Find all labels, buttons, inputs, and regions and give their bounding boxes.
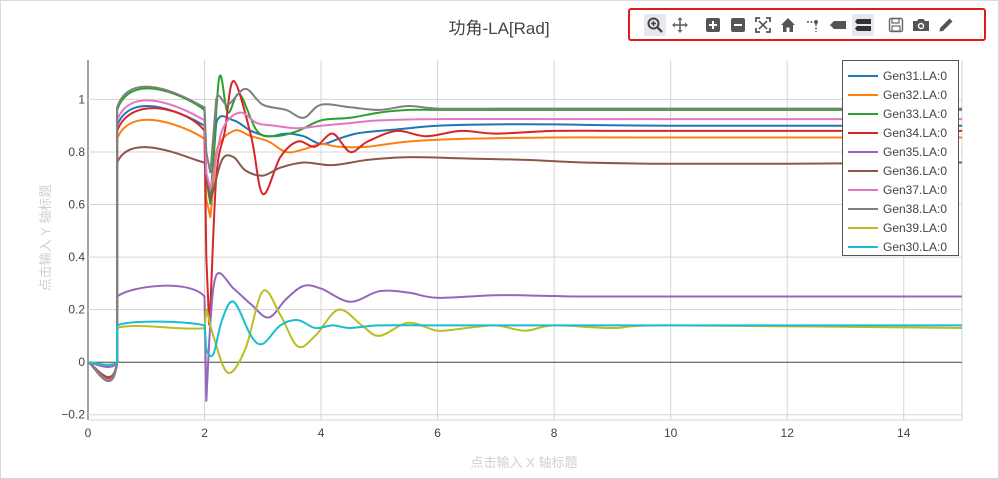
pan-button[interactable] xyxy=(669,14,691,36)
legend-item[interactable]: Gen39.LA:0 xyxy=(843,218,958,237)
hover-compare-button[interactable] xyxy=(852,13,874,36)
chart-title[interactable]: 功角-LA[Rad] xyxy=(448,19,549,38)
pan-icon xyxy=(672,16,688,33)
modebar xyxy=(628,8,986,41)
y-tick-label: 0 xyxy=(78,355,85,369)
legend-swatch xyxy=(848,93,878,96)
y-tick-label: −0.2 xyxy=(61,408,85,422)
x-axis-title[interactable]: 点击输入 X 轴标题 xyxy=(471,455,578,470)
zoom-button[interactable] xyxy=(644,13,666,36)
legend-swatch xyxy=(848,150,878,153)
spike-lines-button[interactable] xyxy=(802,14,824,36)
legend-swatch xyxy=(848,131,878,134)
series-line-gen36-la-0[interactable] xyxy=(87,146,963,378)
legend-label: Gen38.LA:0 xyxy=(883,201,948,216)
series-line-gen38-la-0[interactable] xyxy=(87,85,962,382)
zoom-in-button[interactable] xyxy=(702,14,724,36)
legend: Gen31.LA:0 Gen32.LA:0 Gen33.LA:0 Gen34.LA:0… xyxy=(842,60,959,256)
x-tick-label: 14 xyxy=(897,426,911,440)
x-tick-label: 0 xyxy=(85,426,92,440)
reset-axes-button[interactable] xyxy=(777,14,799,36)
legend-label: Gen31.LA:0 xyxy=(883,68,948,83)
legend-swatch xyxy=(848,74,878,77)
x-tick-label: 4 xyxy=(318,426,325,440)
x-tick-label: 8 xyxy=(551,426,558,440)
legend-item[interactable]: Gen38.LA:0 xyxy=(843,199,958,218)
spike-lines-icon xyxy=(807,19,818,32)
legend-swatch xyxy=(848,169,878,172)
legend-swatch xyxy=(848,112,878,115)
x-tick-label: 6 xyxy=(434,426,441,440)
legend-swatch xyxy=(848,207,878,210)
legend-label: Gen34.LA:0 xyxy=(883,125,948,140)
legend-label: Gen30.LA:0 xyxy=(883,239,948,254)
y-tick-label: 1 xyxy=(78,92,85,106)
zoom-icon xyxy=(647,17,663,33)
series-line-gen34-la-0[interactable] xyxy=(87,79,962,381)
save-button[interactable] xyxy=(885,14,907,36)
legend-item[interactable]: Gen32.LA:0 xyxy=(843,85,958,104)
y-axis-title[interactable]: 点击输入 Y 轴标题 xyxy=(38,185,53,292)
camera-icon xyxy=(913,18,929,31)
legend-label: Gen32.LA:0 xyxy=(883,87,948,102)
series-line-gen30-la-0[interactable] xyxy=(87,300,962,366)
legend-label: Gen36.LA:0 xyxy=(883,163,948,178)
tick-labels: 0 2 4 6 8 10 12 14−0.200.20.40.60.81 xyxy=(61,92,910,440)
legend-item[interactable]: Gen31.LA:0 xyxy=(843,66,958,85)
autoscale-icon xyxy=(755,16,771,33)
zoom-out-button[interactable] xyxy=(727,14,749,36)
legend-label: Gen33.LA:0 xyxy=(883,106,948,121)
legend-item[interactable]: Gen35.LA:0 xyxy=(843,142,958,161)
x-tick-label: 12 xyxy=(781,426,795,440)
edit-chart-button[interactable] xyxy=(935,14,957,36)
zoom-in-icon xyxy=(706,17,720,32)
legend-label: Gen35.LA:0 xyxy=(883,144,948,159)
series-lines xyxy=(87,74,963,402)
legend-swatch xyxy=(848,188,878,191)
x-tick-label: 10 xyxy=(664,426,678,440)
legend-label: Gen37.LA:0 xyxy=(883,182,948,197)
y-tick-label: 0.2 xyxy=(68,303,85,317)
legend-item[interactable]: Gen37.LA:0 xyxy=(843,180,958,199)
series-line-gen35-la-0[interactable] xyxy=(87,272,963,402)
hover-closest-icon xyxy=(830,20,846,29)
legend-swatch xyxy=(848,226,878,229)
grid-lines xyxy=(87,60,963,421)
series-line-gen37-la-0[interactable] xyxy=(87,99,962,381)
save-icon xyxy=(888,17,904,32)
y-tick-label: 0.4 xyxy=(68,250,85,264)
legend-item[interactable]: Gen36.LA:0 xyxy=(843,161,958,180)
y-tick-label: 0.8 xyxy=(68,145,85,159)
legend-item[interactable]: Gen34.LA:0 xyxy=(843,123,958,142)
hover-closest-button[interactable] xyxy=(827,14,849,36)
zoom-out-icon xyxy=(731,17,745,32)
series-line-gen31-la-0[interactable] xyxy=(87,105,963,381)
download-image-button[interactable] xyxy=(910,14,932,36)
legend-item[interactable]: Gen33.LA:0 xyxy=(843,104,958,123)
pencil-icon xyxy=(939,18,953,31)
x-tick-label: 2 xyxy=(201,426,208,440)
y-tick-label: 0.6 xyxy=(68,198,85,212)
legend-label: Gen39.LA:0 xyxy=(883,220,948,235)
legend-swatch xyxy=(848,245,878,248)
home-icon xyxy=(781,17,795,32)
legend-item[interactable]: Gen30.LA:0 xyxy=(843,237,958,256)
hover-compare-icon xyxy=(855,18,871,31)
autoscale-button[interactable] xyxy=(752,14,774,36)
